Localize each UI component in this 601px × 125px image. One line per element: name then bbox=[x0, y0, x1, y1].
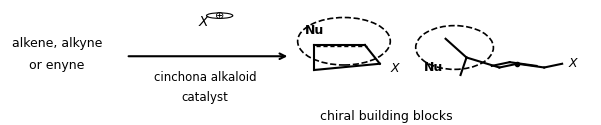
Text: Nu: Nu bbox=[305, 24, 324, 36]
Text: chiral building blocks: chiral building blocks bbox=[320, 110, 452, 123]
Text: alkene, alkyne: alkene, alkyne bbox=[12, 37, 102, 50]
Text: X: X bbox=[199, 16, 209, 30]
Text: X: X bbox=[569, 57, 577, 70]
Text: X: X bbox=[391, 62, 399, 75]
Text: cinchona alkaloid: cinchona alkaloid bbox=[154, 71, 257, 84]
Text: or enyne: or enyne bbox=[29, 58, 85, 71]
Text: catalyst: catalyst bbox=[182, 91, 229, 104]
Text: Nu: Nu bbox=[424, 61, 444, 74]
Text: ⊕: ⊕ bbox=[215, 11, 224, 21]
